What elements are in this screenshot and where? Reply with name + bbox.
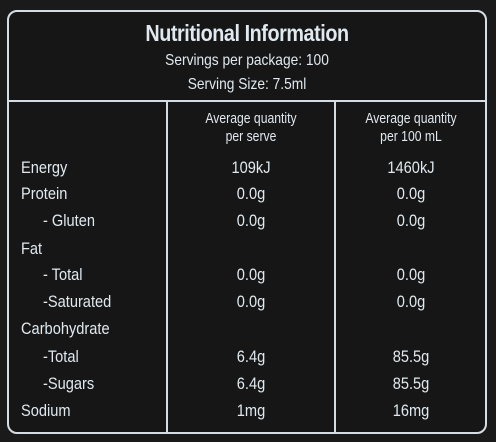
panel-header: Nutritional Information Servings per pac…: [9, 12, 485, 102]
column-header-line: Average quantity: [205, 111, 297, 127]
panel-title: Nutritional Information: [145, 20, 349, 46]
servings-per-package: Servings per package: 100: [165, 52, 329, 69]
value-per-100ml: 0.0g: [396, 292, 426, 311]
column-header-line: per 100 mL: [380, 129, 442, 145]
value-per-serve: 6.4g: [236, 374, 266, 393]
value-per-serve: 0.0g: [236, 292, 266, 311]
row-label: Sodium: [21, 401, 71, 420]
table-row: Sodium 1mg 16mg: [9, 401, 485, 427]
row-label: - Gluten: [43, 211, 96, 230]
value-per-100ml: 85.5g: [392, 374, 430, 393]
row-label: Protein: [21, 184, 68, 203]
table-row: - Total 0.0g 0.0g: [9, 265, 485, 291]
column-divider: [334, 102, 336, 432]
column-header-per-serve: Average quantity per serve: [182, 110, 320, 146]
value-per-100ml: 0.0g: [396, 265, 426, 284]
value-per-serve: 6.4g: [236, 347, 266, 366]
table-row: Carbohydrate: [9, 319, 485, 345]
table-row: -Total 6.4g 85.5g: [9, 347, 485, 373]
table-row: Energy 109kJ 1460kJ: [9, 158, 485, 184]
value-per-100ml: 16mg: [392, 401, 430, 420]
table-row: Fat: [9, 239, 485, 265]
column-header-per-100ml: Average quantity per 100 mL: [349, 110, 473, 146]
row-label: Fat: [21, 239, 43, 258]
row-label: Carbohydrate: [21, 319, 110, 338]
value-per-100ml: 0.0g: [396, 211, 426, 230]
row-label: -Sugars: [43, 374, 95, 393]
value-per-serve: 1mg: [236, 401, 266, 420]
value-per-100ml: 85.5g: [392, 347, 430, 366]
value-per-100ml: 1460kJ: [387, 158, 435, 177]
column-divider: [166, 102, 168, 432]
value-per-serve: 109kJ: [231, 158, 271, 177]
row-label: -Saturated: [43, 292, 112, 311]
value-per-serve: 0.0g: [236, 211, 266, 230]
value-per-100ml: 0.0g: [396, 184, 426, 203]
row-label: -Total: [43, 347, 79, 366]
column-header-line: per serve: [225, 129, 277, 145]
serving-size: Serving Size: 7.5ml: [187, 76, 307, 93]
table-row: -Saturated 0.0g 0.0g: [9, 292, 485, 318]
nutrition-panel: Nutritional Information Servings per pac…: [7, 10, 487, 434]
column-header-line: Average quantity: [365, 111, 457, 127]
row-label: Energy: [21, 158, 68, 177]
table-row: Protein 0.0g 0.0g: [9, 184, 485, 210]
value-per-serve: 0.0g: [236, 184, 266, 203]
table-row: - Gluten 0.0g 0.0g: [9, 211, 485, 237]
row-label: - Total: [43, 265, 83, 284]
table-row: -Sugars 6.4g 85.5g: [9, 374, 485, 400]
value-per-serve: 0.0g: [236, 265, 266, 284]
